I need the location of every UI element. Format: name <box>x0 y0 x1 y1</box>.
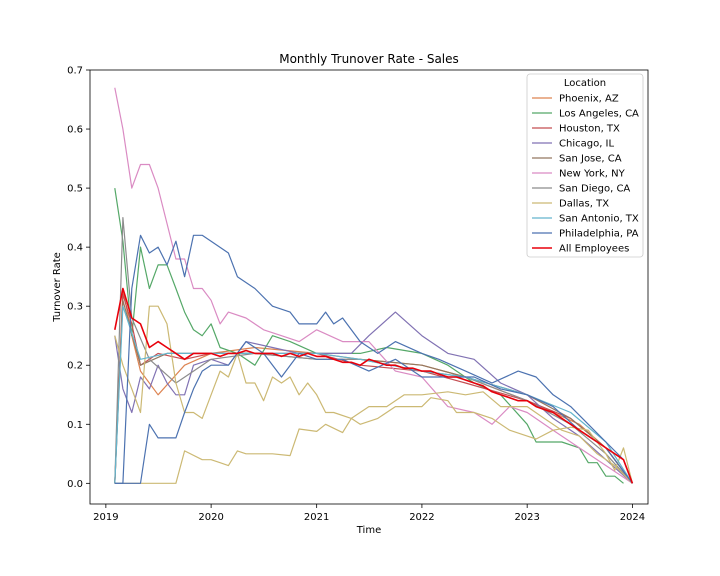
y-tick-label: 0.1 <box>67 420 83 431</box>
legend-label-san-diego-ca: San Diego, CA <box>559 184 630 195</box>
legend-title: Location <box>564 78 606 89</box>
legend-label-chicago-il: Chicago, IL <box>559 139 614 150</box>
x-tick-label: 2019 <box>93 512 118 523</box>
y-tick-label: 0.2 <box>67 361 83 372</box>
legend-label-san-jose-ca: San Jose, CA <box>559 154 622 165</box>
series-line-dallas-tx-8 <box>114 305 633 484</box>
plot-frame <box>89 69 649 505</box>
x-axis: 2019 2020 2021 2022 2023 2024 <box>93 504 645 523</box>
x-tick-label: 2021 <box>304 512 329 523</box>
legend-label-los-angeles-ca: Los Angeles, CA <box>559 109 639 120</box>
legend-label-all-employees: All Employees <box>559 244 629 255</box>
y-tick-label: 0.3 <box>67 302 83 313</box>
series-line-new-york-ny-5 <box>114 87 633 484</box>
series-line-all-employees-12 <box>114 287 634 484</box>
series-line-los-angeles-ca-1 <box>114 188 624 484</box>
y-tick-label: 0.4 <box>67 243 83 254</box>
legend-label-phoenix-az: Phoenix, AZ <box>559 94 619 105</box>
series-line-philadelphia-pa-10 <box>114 341 633 484</box>
series-layer <box>114 87 634 484</box>
series-line-san-antonio-tx-9 <box>114 305 633 484</box>
legend-label-new-york-ny: New York, NY <box>559 169 626 180</box>
x-tick-label: 2022 <box>409 512 434 523</box>
y-axis: 0.0 0.1 0.2 0.3 0.4 0.5 0.6 0.7 <box>67 66 90 490</box>
legend-label-philadelphia-pa: Philadelphia, PA <box>559 229 639 240</box>
legend-box <box>526 73 644 258</box>
legend-items: Phoenix, AZ Los Angeles, CA Houston, TX Chi… <box>532 94 639 255</box>
y-tick-label: 0.7 <box>67 66 83 77</box>
legend-label-houston-tx: Houston, TX <box>559 124 620 135</box>
series-line-chicago-il-3 <box>114 311 633 484</box>
x-tick-label: 2020 <box>198 512 223 523</box>
y-axis-title: Turnover Rate <box>52 252 63 323</box>
legend-label-san-antonio-tx: San Antonio, TX <box>559 214 639 225</box>
x-tick-label: 2024 <box>620 512 645 523</box>
legend: Location Phoenix, AZ Los Angeles, CA Houst… <box>526 73 644 258</box>
chart-title: Monthly Trunover Rate - Sales <box>279 52 459 66</box>
x-axis-title: Time <box>356 525 381 536</box>
legend-label-dallas-tx: Dallas, TX <box>559 199 609 210</box>
y-tick-label: 0.6 <box>67 125 83 136</box>
y-tick-label: 0.0 <box>67 479 83 490</box>
y-tick-label: 0.5 <box>67 184 83 195</box>
series-line-dallas-tx-7 <box>114 397 633 484</box>
series-line-philadelphia-pa-11 <box>114 234 633 484</box>
x-tick-label: 2023 <box>514 512 539 523</box>
